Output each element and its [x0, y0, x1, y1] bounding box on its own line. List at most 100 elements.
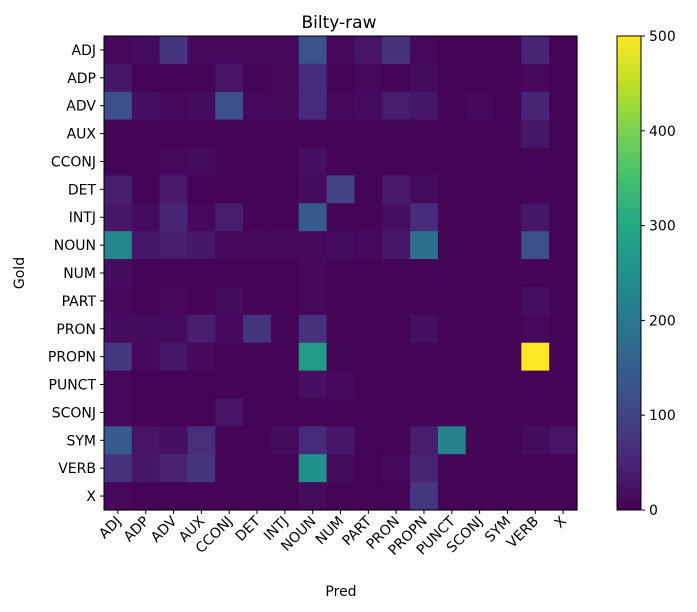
- heatmap-cell: [354, 286, 383, 316]
- heatmap-cell: [437, 342, 467, 372]
- heatmap-cell: [465, 342, 495, 372]
- heatmap-cell: [410, 203, 439, 232]
- heatmap-cell: [493, 203, 522, 232]
- heatmap-cell: [354, 119, 383, 149]
- heatmap-cell: [131, 314, 161, 344]
- heatmap-cell: [410, 147, 439, 177]
- heatmap-cell: [382, 231, 411, 260]
- heatmap-cell: [521, 370, 550, 400]
- heatmap-cell: [549, 482, 578, 511]
- heatmap-cell: [382, 259, 411, 288]
- x-tick-label: ADP: [121, 514, 153, 546]
- heatmap-cell: [159, 175, 189, 204]
- heatmap-cell: [270, 203, 300, 232]
- heatmap-cell: [521, 426, 550, 455]
- heatmap-cell: [326, 231, 356, 260]
- heatmap-cell: [159, 398, 189, 427]
- heatmap-cell: [298, 482, 328, 511]
- heatmap-cell: [159, 426, 189, 455]
- heatmap-cell: [270, 231, 300, 260]
- y-tick-label: ADV: [66, 99, 96, 115]
- heatmap-cell: [465, 36, 495, 65]
- heatmap-cell: [410, 426, 439, 455]
- heatmap-cell: [159, 91, 189, 121]
- heatmap-cell: [437, 454, 467, 483]
- heatmap-cell: [354, 91, 383, 121]
- heatmap-cell: [298, 314, 328, 344]
- heatmap-cell: [243, 36, 272, 65]
- heatmap-cell: [243, 231, 272, 260]
- heatmap-cell: [131, 231, 161, 260]
- heatmap-cell: [243, 175, 272, 204]
- heatmap-cell: [326, 314, 356, 344]
- heatmap-cell: [437, 370, 467, 400]
- heatmap-cell: [187, 259, 216, 288]
- heatmap-cell: [354, 426, 383, 455]
- x-tick-label: VERB: [504, 514, 542, 552]
- heatmap-cell: [243, 370, 272, 400]
- heatmap-cell: [159, 286, 189, 316]
- heatmap-cell: [493, 147, 522, 177]
- heatmap-cell: [521, 91, 550, 121]
- colorbar-tick-label: 300: [649, 219, 676, 235]
- heatmap-cell: [465, 231, 495, 260]
- heatmap-cell: [410, 119, 439, 149]
- heatmap-cell: [104, 342, 133, 372]
- heatmap-cell: [326, 119, 356, 149]
- heatmap-cell: [298, 119, 328, 149]
- heatmap-cell: [549, 454, 578, 483]
- heatmap-cell: [187, 175, 216, 204]
- heatmap-cell: [354, 370, 383, 400]
- heatmap-cell: [465, 259, 495, 288]
- heatmap-cell: [382, 63, 411, 93]
- heatmap-cell: [410, 175, 439, 204]
- heatmap-cell: [270, 482, 300, 511]
- heatmap-cell: [298, 231, 328, 260]
- heatmap-cell: [104, 147, 133, 177]
- heatmap-cell: [215, 63, 244, 93]
- heatmap-cell: [187, 91, 216, 121]
- heatmap-cell: [326, 370, 356, 400]
- heatmap-cell: [215, 482, 244, 511]
- heatmap-cell: [104, 482, 133, 511]
- heatmap-cell: [382, 36, 411, 65]
- heatmap-cell: [493, 426, 522, 455]
- heatmap-cell: [159, 63, 189, 93]
- heatmap-cell: [521, 482, 550, 511]
- x-axis-ticks: ADJADPADVAUXCCONJDETINTJNOUNNUMPARTPRONP…: [96, 510, 570, 559]
- heatmap-cell: [465, 91, 495, 121]
- heatmap-cell: [493, 286, 522, 316]
- heatmap-cell: [131, 454, 161, 483]
- heatmap-cell: [354, 398, 383, 427]
- heatmap-cell: [382, 426, 411, 455]
- heatmap-cell: [131, 36, 161, 65]
- heatmap-cell: [493, 119, 522, 149]
- heatmap-cell: [437, 286, 467, 316]
- heatmap-cell: [382, 175, 411, 204]
- heatmap-cell: [243, 426, 272, 455]
- heatmap-cell: [298, 147, 328, 177]
- heatmap-cell: [382, 370, 411, 400]
- heatmap-cell: [104, 63, 133, 93]
- heatmap-cell: [187, 203, 216, 232]
- heatmap-cell: [187, 314, 216, 344]
- heatmap-cell: [270, 147, 300, 177]
- heatmap-cell: [465, 454, 495, 483]
- y-tick-label: INTJ: [69, 210, 96, 226]
- y-tick-label: PART: [62, 294, 97, 310]
- heatmap-cell: [298, 175, 328, 204]
- heatmap-cell: [243, 63, 272, 93]
- heatmap-cell: [521, 286, 550, 316]
- heatmap-cell: [326, 286, 356, 316]
- heatmap-cell: [243, 147, 272, 177]
- heatmap-cell: [326, 91, 356, 121]
- heatmap-cell: [243, 342, 272, 372]
- heatmap-cell: [354, 63, 383, 93]
- heatmap-cell: [493, 91, 522, 121]
- heatmap-cell: [521, 259, 550, 288]
- heatmap-cell: [270, 314, 300, 344]
- heatmap-cell: [187, 63, 216, 93]
- heatmap-cell: [493, 36, 522, 65]
- heatmap-cell: [493, 259, 522, 288]
- heatmap-cell: [131, 370, 161, 400]
